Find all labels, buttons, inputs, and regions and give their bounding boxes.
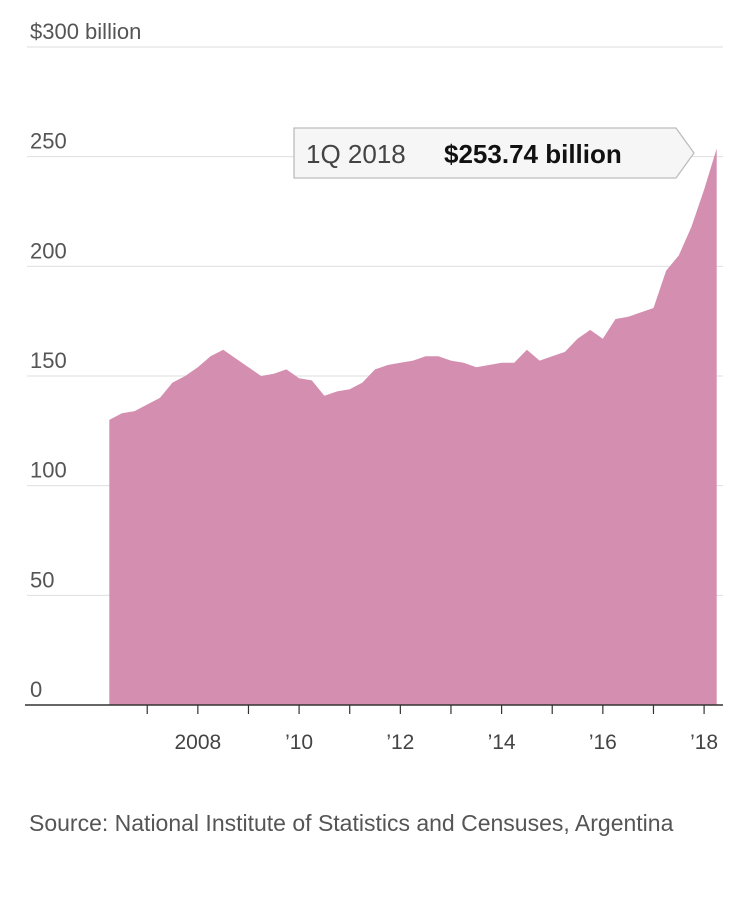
x-tick-label: ’12 [386,731,414,754]
y-tick-label: $300 billion [30,19,141,44]
callout-value: $253.74 billion [444,139,622,169]
y-tick-label: 200 [30,238,67,263]
x-tick-label: 2008 [174,731,221,754]
area-chart: $300 billion 250 200 150 100 50 0 2008 ’10 ’12 ’1… [25,19,723,754]
callout-period: 1Q 2018 [306,139,406,169]
y-axis: $300 billion 250 200 150 100 50 0 [30,19,141,702]
data-area [109,148,717,705]
x-axis: 2008 ’10 ’12 ’14 ’16 ’18 [146,705,718,754]
source-note: Source: National Institute of Statistics… [29,810,674,836]
y-tick-label: 100 [30,458,67,483]
callout-box [293,127,695,179]
x-tick-label: ’14 [488,731,516,754]
x-tick-label: ’18 [690,731,718,754]
value-callout: 1Q 2018 $253.74 billion [293,127,695,179]
x-tick-label: ’10 [285,731,313,754]
x-tick-label: ’16 [589,731,617,754]
y-tick-label: 250 [30,129,67,154]
y-tick-label: 0 [30,677,42,702]
y-tick-label: 50 [30,567,54,592]
y-tick-label: 150 [30,348,67,373]
